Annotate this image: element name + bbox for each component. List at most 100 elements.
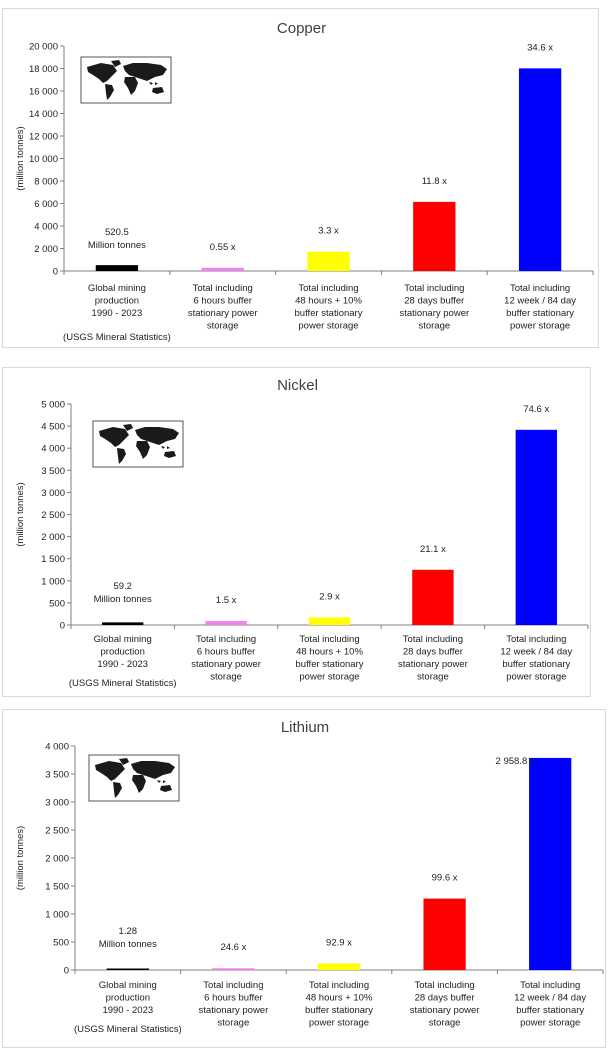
- lithium-y-tick-label: 1 000: [45, 910, 69, 921]
- nickel-category-label-3: stationary power: [398, 659, 468, 670]
- copper-y-tick-label: 10 000: [29, 154, 58, 165]
- copper-category-label-3: storage: [418, 321, 450, 332]
- lithium-data-label-2: 92.9 x: [326, 937, 352, 948]
- lithium-category-label-4: Total including: [520, 980, 580, 991]
- lithium-bar-2: [317, 963, 361, 970]
- nickel-category-label-4: Total including: [506, 634, 566, 645]
- copper-chart-panel: Copper 0 2 000 4 000 6 000 8 000 10 000 12 000 1…: [2, 8, 599, 348]
- copper-category-label-3: 28 days buffer: [404, 296, 464, 307]
- nickel-category-label-3: 28 days buffer: [403, 647, 463, 658]
- lithium-y-tick-label: 3 000: [45, 798, 69, 809]
- lithium-y-axis-label: (million tonnes): [15, 826, 26, 890]
- lithium-data-label-0: Million tonnes: [99, 939, 157, 950]
- nickel-bar-2: [308, 617, 351, 625]
- lithium-data-label-3: 99.6 x: [432, 873, 458, 884]
- nickel-y-tick-label: 500: [49, 598, 65, 609]
- lithium-data-label-1: 24.6 x: [220, 942, 246, 953]
- copper-source-note: (USGS Mineral Statistics): [63, 332, 171, 343]
- copper-data-label-3: 11.8 x: [422, 176, 447, 187]
- lithium-data-label-0: 1.28: [119, 926, 138, 937]
- copper-y-tick-label: 2 000: [34, 244, 58, 255]
- nickel-y-tick-label: 5 000: [41, 400, 65, 411]
- copper-y-tick-label: 14 000: [29, 109, 58, 120]
- copper-category-label-1: 6 hours buffer: [193, 296, 251, 307]
- nickel-category-label-2: 48 hours + 10%: [296, 647, 363, 658]
- nickel-y-tick-label: 3 000: [41, 488, 65, 499]
- copper-chart-svg: Copper 0 2 000 4 000 6 000 8 000 10 000 12 000 1…: [15, 20, 594, 343]
- nickel-y-tick-label: 0: [60, 621, 65, 632]
- nickel-y-tick-label: 3 500: [41, 466, 65, 477]
- lithium-category-label-1: stationary power: [199, 1005, 269, 1016]
- lithium-y-tick-label: 2 500: [45, 826, 69, 837]
- nickel-category-label-1: storage: [210, 672, 242, 683]
- lithium-chart-panel: Lithium 0 500 1 000 1 500 2 000 2 500 3 000 3 50…: [2, 709, 606, 1048]
- nickel-y-tick-label: 4 000: [41, 444, 65, 455]
- lithium-y-tick-label: 4 000: [45, 742, 69, 753]
- nickel-category-label-2: power storage: [299, 672, 359, 683]
- lithium-y-tick-label: 3 500: [45, 770, 69, 781]
- nickel-category-label-3: Total including: [403, 634, 463, 645]
- lithium-category-label-4: 12 week / 84 day: [514, 993, 586, 1004]
- copper-category-label-0: Global mining: [88, 283, 146, 294]
- nickel-category-label-0: Global mining: [94, 634, 152, 645]
- nickel-source-note: (USGS Mineral Statistics): [69, 678, 177, 689]
- lithium-bar-3: [423, 898, 466, 970]
- copper-category-label-1: Total including: [193, 283, 253, 294]
- lithium-bar-1: [212, 968, 255, 970]
- lithium-category-label-3: storage: [429, 1018, 461, 1029]
- lithium-category-label-2: buffer stationary: [305, 1005, 373, 1016]
- lithium-category-label-4: power storage: [520, 1018, 580, 1029]
- nickel-category-label-4: buffer stationary: [502, 659, 570, 670]
- lithium-category-label-3: 28 days buffer: [415, 993, 475, 1004]
- lithium-category-label-1: storage: [218, 1018, 250, 1029]
- lithium-y-tick-label: 2 000: [45, 854, 69, 865]
- nickel-y-tick-label: 1 000: [41, 576, 65, 587]
- lithium-world-map-icon: [88, 754, 180, 802]
- copper-category-label-4: buffer stationary: [506, 308, 574, 319]
- lithium-category-label-0: Global mining: [99, 980, 157, 991]
- lithium-category-label-2: Total including: [309, 980, 369, 991]
- copper-category-label-0: production: [95, 296, 139, 307]
- lithium-data-label-4: 2 958.8 x: [496, 756, 535, 767]
- nickel-category-label-1: Total including: [196, 634, 256, 645]
- nickel-bar-3: [412, 569, 454, 625]
- nickel-chart-svg: Nickel 0 500 1 000 1 500 2 000 2 500 3 000 3 500…: [15, 377, 589, 689]
- copper-bar-3: [413, 201, 456, 271]
- lithium-category-label-2: 48 hours + 10%: [306, 993, 373, 1004]
- nickel-data-label-0: 59.2: [113, 581, 132, 592]
- lithium-y-tick-label: 1 500: [45, 882, 69, 893]
- copper-category-label-4: Total including: [510, 283, 570, 294]
- copper-bar-1: [201, 267, 244, 271]
- copper-y-tick-label: 6 000: [34, 199, 58, 210]
- lithium-category-label-0: production: [106, 993, 150, 1004]
- lithium-source-note: (USGS Mineral Statistics): [74, 1024, 182, 1035]
- nickel-category-label-0: 1990 - 2023: [97, 659, 148, 670]
- copper-y-tick-label: 0: [53, 267, 58, 278]
- nickel-y-tick-label: 2 000: [41, 532, 65, 543]
- lithium-category-label-3: Total including: [414, 980, 474, 991]
- copper-category-label-3: Total including: [404, 283, 464, 294]
- nickel-category-label-4: 12 week / 84 day: [500, 647, 572, 658]
- lithium-category-label-2: power storage: [309, 1018, 369, 1029]
- lithium-chart-svg: Lithium 0 500 1 000 1 500 2 000 2 500 3 000 3 50…: [15, 719, 604, 1035]
- lithium-category-label-0: 1990 - 2023: [102, 1005, 153, 1016]
- nickel-data-label-4: 74.6 x: [523, 404, 549, 415]
- lithium-category-label-4: buffer stationary: [516, 1005, 584, 1016]
- copper-category-label-2: 48 hours + 10%: [295, 296, 362, 307]
- nickel-data-label-3: 21.1 x: [420, 544, 446, 555]
- nickel-world-map-icon: [92, 420, 184, 468]
- lithium-y-tick-label: 0: [64, 966, 69, 977]
- nickel-category-label-0: production: [101, 647, 145, 658]
- copper-data-label-2: 3.3 x: [318, 226, 339, 237]
- nickel-y-tick-label: 4 500: [41, 422, 65, 433]
- lithium-category-label-1: Total including: [203, 980, 263, 991]
- copper-category-label-3: stationary power: [399, 308, 469, 319]
- copper-y-tick-label: 20 000: [29, 42, 58, 53]
- copper-category-label-0: 1990 - 2023: [92, 308, 143, 319]
- nickel-y-tick-label: 1 500: [41, 554, 65, 565]
- copper-category-label-1: stationary power: [188, 308, 258, 319]
- lithium-bar-0: [106, 968, 149, 970]
- copper-bar-0: [95, 265, 139, 271]
- nickel-category-label-1: 6 hours buffer: [197, 647, 255, 658]
- copper-category-label-2: power storage: [298, 321, 358, 332]
